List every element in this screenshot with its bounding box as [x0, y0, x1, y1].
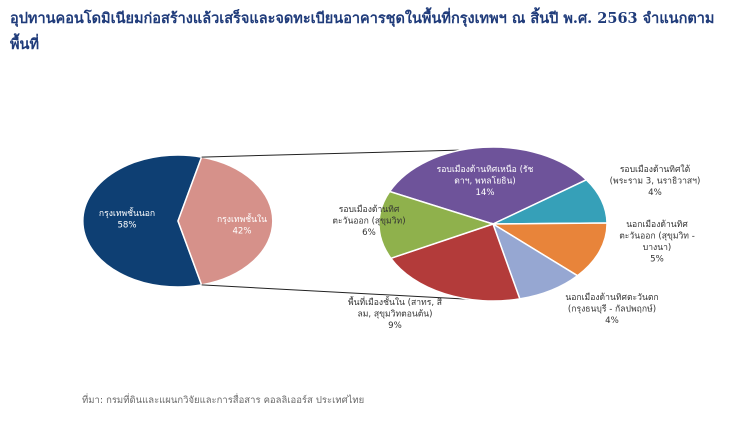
- label-outer-west-line: (กรุงธนบุรี - กัลปพฤกษ์): [568, 304, 656, 315]
- label-outer-west: นอกเมืองด้านทิศตะวันตก(กรุงธนบุรี - กัลป…: [565, 292, 658, 326]
- label-outer-east-line: ตะวันออก (สุขุมวิท -: [619, 232, 695, 242]
- label-inner-city: พื้นที่เมืองชั้นใน (สาทร, สีลม, สุขุมวิท…: [348, 295, 443, 331]
- connector-top: [201, 149, 464, 158]
- chart-title: อุปทานคอนโดมิเนียมก่อสร้างแล้วเสร็จและจด…: [10, 10, 715, 53]
- right-pie: [378, 146, 608, 302]
- slice-inner-city: [389, 223, 521, 302]
- label-outer-east-line: 5%: [650, 255, 664, 265]
- label-north-line: ดาฯ, พหลโยธิน): [454, 176, 515, 187]
- label-east-line: 6%: [362, 228, 376, 238]
- label-outer-bkk-line: กรุงเทพชั้นนอก: [99, 206, 155, 219]
- label-south-line: 4%: [648, 188, 662, 198]
- label-outer-east: นอกเมืองด้านทิศตะวันออก (สุขุมวิท -บางนา…: [619, 219, 695, 265]
- label-south-line: รอบเมืองด้านทิศใต้: [620, 164, 690, 175]
- label-inner-bkk: กรุงเทพชั้นใน 42%: [217, 212, 267, 237]
- label-outer-bkk: กรุงเทพชั้นนอก 58%: [99, 206, 155, 231]
- label-north: รอบเมืองด้านทิศเหนือ (รัชดาฯ, พหลโยธิน) 1…: [437, 164, 534, 198]
- label-east-line: รอบเมืองด้านทิศ: [339, 204, 400, 215]
- label-east-line: ตะวันออก (สุขุมวิท): [332, 217, 405, 227]
- connector-bottom: [201, 284, 502, 302]
- label-inner-city-line: 9%: [388, 321, 402, 331]
- slice-labels: กรุงเทพชั้นนอก 58% กรุงเทพชั้นใน 42% รอบเมือ…: [99, 164, 700, 331]
- label-east: รอบเมืองด้านทิศตะวันออก (สุขุมวิท) 6%: [332, 204, 405, 238]
- label-outer-west-line: 4%: [605, 316, 619, 326]
- label-outer-east-line: บางนา): [643, 243, 672, 253]
- connector-lines: [201, 149, 502, 302]
- label-north-line: รอบเมืองด้านทิศเหนือ (รัช: [437, 164, 534, 175]
- slice-north: [388, 146, 588, 225]
- label-inner-city-line: ลม, สุขุมวิทตอนต้น): [357, 309, 432, 320]
- left-pie: [82, 154, 274, 288]
- slice-east: [378, 190, 496, 260]
- label-south: รอบเมืองด้านทิศใต้ (พระราม 3, นราธิวาสฯ) 4…: [610, 164, 701, 198]
- slice-inner-bkk: [177, 156, 274, 286]
- label-inner-bkk-line: 42%: [232, 227, 251, 237]
- label-south-line: (พระราม 3, นราธิวาสฯ): [610, 177, 701, 187]
- label-inner-city-line: พื้นที่เมืองชั้นใน (สาทร, สี: [348, 295, 443, 308]
- label-outer-bkk-line: 58%: [117, 221, 136, 231]
- label-outer-west-line: นอกเมืองด้านทิศตะวันตก: [565, 292, 658, 303]
- source-note: ที่มา: กรมที่ดินและแผนกวิจัยและการสื่อสา…: [82, 395, 365, 406]
- label-inner-bkk-line: กรุงเทพชั้นใน: [217, 212, 267, 225]
- slice-outer-bkk: [82, 154, 203, 288]
- slice-outer-east: [490, 222, 608, 277]
- label-north-line: 14%: [475, 188, 494, 198]
- label-outer-east-line: นอกเมืองด้านทิศ: [626, 219, 688, 230]
